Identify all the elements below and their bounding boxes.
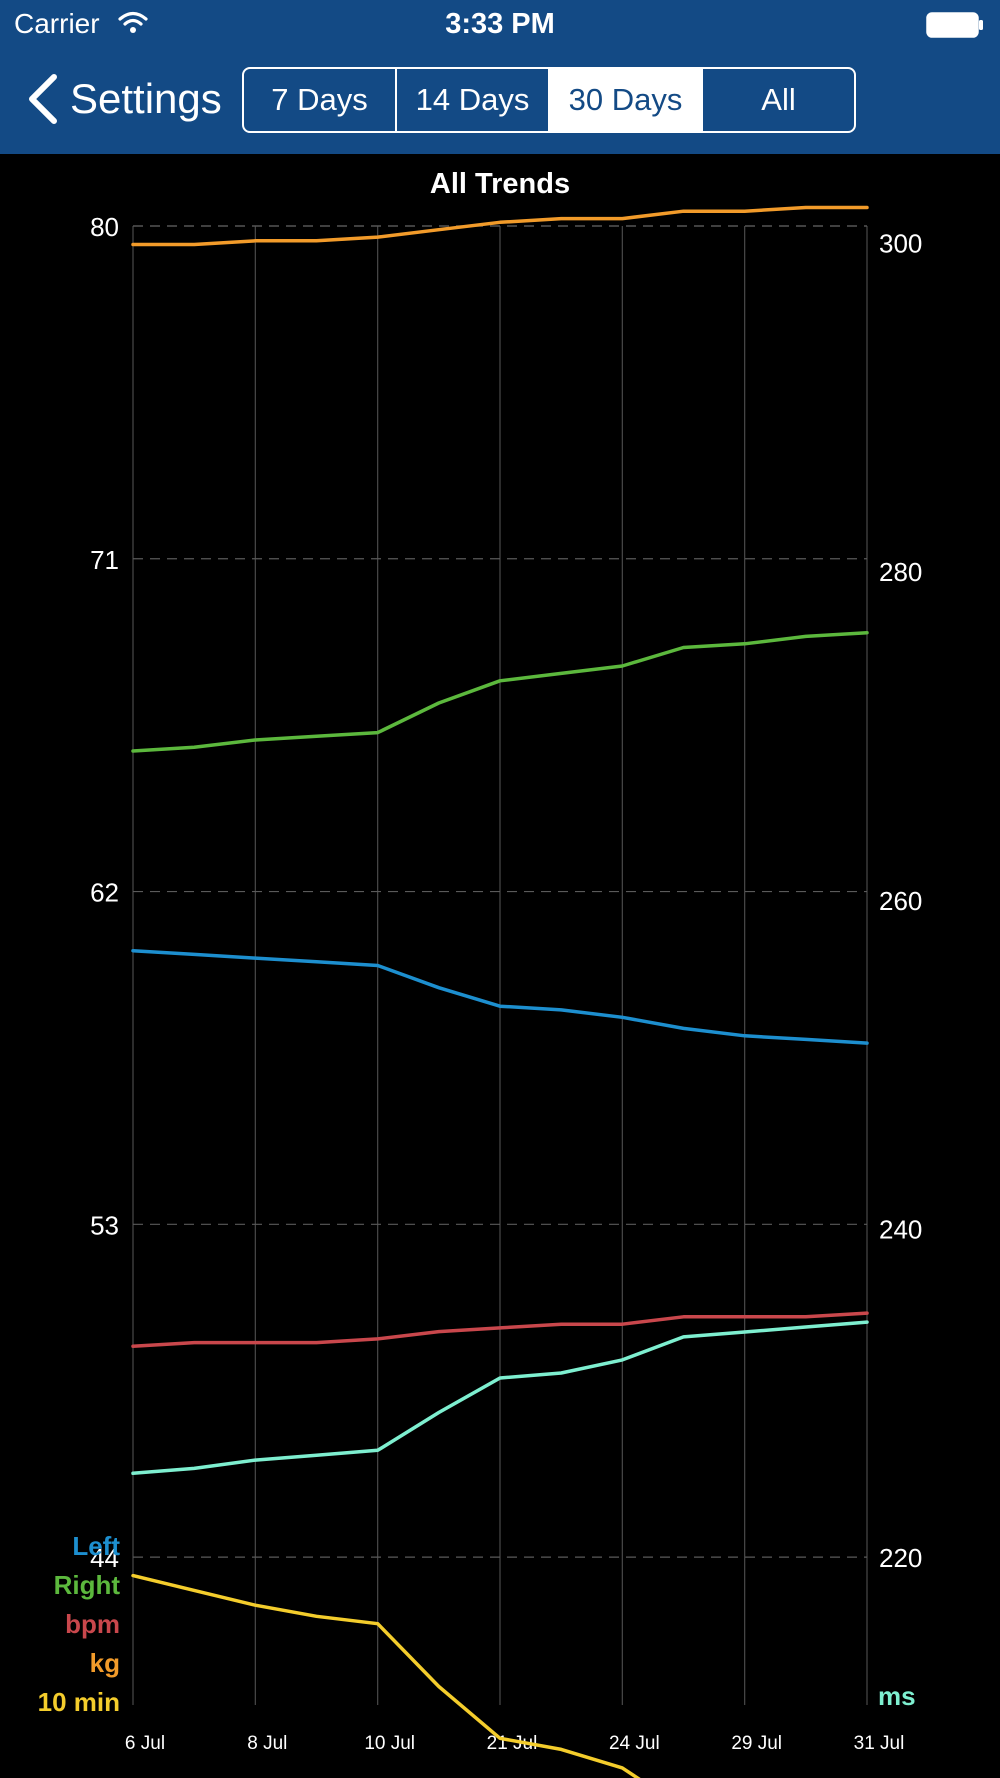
left-y-tick-label: 80 <box>90 212 119 242</box>
battery-icon <box>926 12 983 38</box>
series-line-right <box>131 630 869 753</box>
carrier-label: Carrier <box>14 8 100 39</box>
x-tick-label: 8 Jul <box>247 1733 287 1754</box>
legend-item-left: Left <box>72 1531 120 1561</box>
legend-item-right: Right <box>53 1570 120 1600</box>
back-label: Settings <box>70 75 222 122</box>
back-button[interactable]: Settings <box>26 68 222 130</box>
left-y-tick-label: 71 <box>90 545 119 575</box>
chart-title: All Trends <box>429 168 571 200</box>
series-line-ms <box>131 1320 869 1476</box>
chart-legend: Left Right bpm kg 10 min <box>0 1527 120 1722</box>
series-line-10-min <box>131 1573 641 1778</box>
series-line-bpm <box>131 1311 869 1349</box>
x-tick-label: 24 Jul <box>609 1733 660 1754</box>
x-tick-label: 10 Jul <box>364 1733 415 1754</box>
series-line-left <box>131 948 869 1045</box>
x-tick-label: 6 Jul <box>125 1733 165 1754</box>
status-time: 3:33 PM <box>445 8 555 40</box>
navigation-bar: Settings 7 Days 14 Days 30 Days All <box>0 60 1000 140</box>
wifi-icon <box>118 11 148 33</box>
legend-item-bpm: bpm <box>65 1609 120 1639</box>
right-y-tick-label: 280 <box>879 557 922 587</box>
left-y-tick-label: 62 <box>90 878 119 908</box>
chevron-left-icon <box>29 74 57 124</box>
top-bar: Carrier 3:33 PM Settings 7 Days 14 Days … <box>0 0 1000 154</box>
legend-item-10-min: 10 min <box>37 1687 120 1717</box>
left-y-tick-label: 53 <box>90 1210 119 1240</box>
segment-7-days[interactable]: 7 Days <box>271 82 368 117</box>
right-y-tick-label: 220 <box>879 1543 922 1573</box>
right-y-tick-label: 260 <box>879 886 922 916</box>
x-tick-label: 29 Jul <box>731 1733 782 1754</box>
range-segmented-control: 7 Days 14 Days 30 Days All <box>242 67 856 133</box>
status-bar: Carrier 3:33 PM <box>0 0 1000 50</box>
segment-14-days[interactable]: 14 Days <box>395 69 548 131</box>
right-y-tick-label: 240 <box>879 1214 922 1244</box>
left-y-tick-label: 44 <box>90 1543 119 1573</box>
x-tick-label: 31 Jul <box>854 1733 905 1754</box>
right-axis-unit: ms <box>878 1681 916 1711</box>
series-line-kg <box>131 205 869 247</box>
segment-all[interactable]: All <box>701 69 854 131</box>
segment-30-days[interactable]: 30 Days <box>548 69 701 131</box>
legend-item-kg: kg <box>89 1648 120 1678</box>
right-y-tick-label: 300 <box>879 228 922 258</box>
